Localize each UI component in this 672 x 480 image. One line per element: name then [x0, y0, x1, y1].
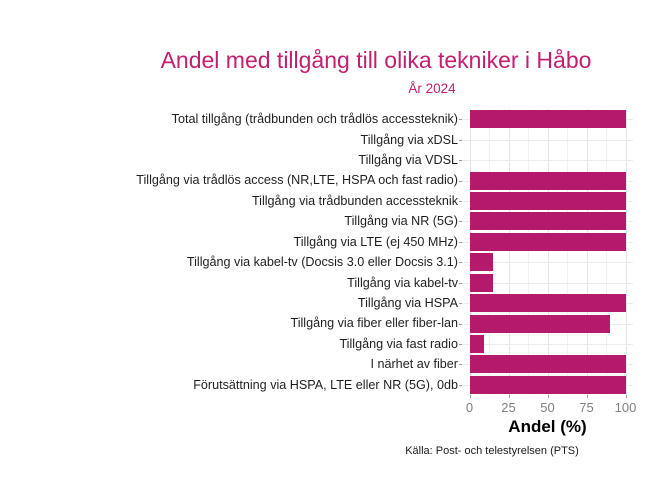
chart-caption: Källa: Post- och telestyrelsen (PTS) [405, 445, 579, 457]
gridline-x-minor [528, 109, 529, 395]
x-tick-label: 100 [614, 400, 637, 415]
category-label: Tillgång via NR (5G) [344, 214, 458, 229]
gridline-y [462, 262, 633, 264]
category-label: Tillgång via LTE (ej 450 MHz) [293, 234, 458, 249]
chart-subtitle: År 2024 [408, 81, 456, 96]
category-label: Tillgång via HSPA [357, 296, 458, 310]
x-tick [547, 395, 549, 398]
y-tick [459, 200, 462, 202]
bar [469, 212, 626, 231]
x-tick [625, 395, 627, 398]
x-axis-title: Andel (%) [508, 417, 587, 436]
category-label: Tillgång via fiber eller fiber-lan [290, 316, 458, 331]
x-tick [508, 395, 510, 398]
bar [469, 253, 493, 272]
category-label: Tillgång via trådlös access (NR,LTE, HSP… [136, 173, 458, 188]
y-tick [459, 241, 462, 243]
y-tick [459, 384, 462, 386]
gridline-x-major [586, 109, 588, 395]
bar [469, 171, 626, 190]
bar [469, 294, 626, 313]
y-axis-labels: Total tillgång (trådbunden och trådlös a… [0, 109, 458, 395]
category-label: Tillgång via trådbunden accessteknik [251, 193, 458, 208]
category-label: Tillgång via xDSL [360, 132, 458, 147]
gridline-y [462, 343, 633, 345]
category-label: Tillgång via VDSL [358, 153, 458, 168]
gridline-x-major [469, 109, 471, 395]
y-tick [459, 119, 462, 121]
bar [469, 375, 626, 394]
bar [469, 314, 610, 333]
chart-title: Andel med tillgång till olika tekniker i… [160, 47, 592, 73]
bar [469, 232, 626, 251]
gridline-x-minor [606, 109, 607, 395]
y-tick [459, 139, 462, 141]
gridline-y [462, 160, 633, 162]
gridline-x-major [508, 109, 510, 395]
gridline-x-minor [489, 109, 490, 395]
x-tick-label: 50 [540, 400, 555, 415]
bar [469, 110, 626, 129]
category-label: Tillgång via fast radio [339, 336, 458, 351]
gridline-y [462, 139, 633, 141]
panel [459, 109, 633, 395]
gridline-x-minor [567, 109, 568, 395]
y-tick [459, 343, 462, 345]
bar [469, 334, 484, 353]
bar [469, 273, 493, 292]
y-tick [459, 323, 462, 325]
category-label: Tillgång via kabel-tv [347, 275, 458, 290]
x-tick-label: 0 [465, 400, 474, 415]
gridline-x-major [625, 109, 627, 395]
x-tick-label: 25 [501, 400, 516, 415]
gridline-y [462, 282, 633, 284]
bar [469, 191, 626, 210]
y-tick [459, 262, 462, 264]
gridline-x-major [547, 109, 549, 395]
x-tick [469, 395, 471, 398]
y-tick [459, 303, 462, 305]
y-tick [459, 180, 462, 182]
category-label: Total tillgång (trådbunden och trådlös a… [171, 112, 458, 127]
x-tick [586, 395, 588, 398]
y-tick [459, 160, 462, 162]
category-label: Förutsättning via HSPA, LTE eller NR (5G… [193, 377, 458, 392]
y-tick [459, 282, 462, 284]
bar [469, 355, 626, 374]
y-tick [459, 221, 462, 223]
category-label: I närhet av fiber [370, 357, 458, 372]
x-axis: 0 25 50 75 100 [462, 395, 636, 425]
category-label: Tillgång via kabel-tv (Docsis 3.0 eller … [186, 255, 458, 270]
x-tick-label: 75 [579, 400, 594, 415]
y-tick [459, 364, 462, 366]
